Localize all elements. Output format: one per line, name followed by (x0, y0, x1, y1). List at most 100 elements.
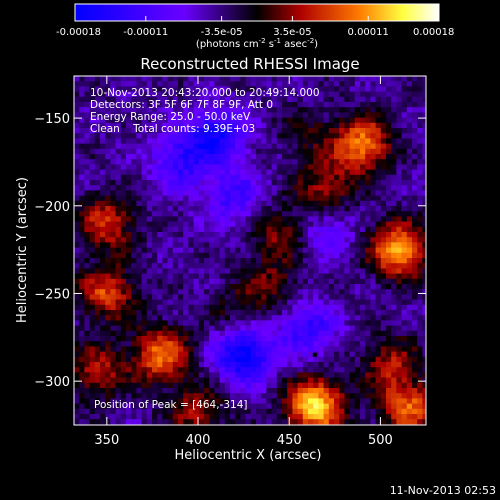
heatmap-cell (302, 258, 309, 264)
heatmap-cell (89, 112, 96, 118)
heatmap-cell (287, 299, 293, 306)
heatmap-cell (79, 330, 85, 337)
heatmap-cell (334, 86, 340, 92)
heatmap-cell (354, 76, 361, 82)
heatmap-cell (115, 76, 122, 82)
heatmap-cell (126, 414, 132, 420)
heatmap-cell (110, 226, 116, 233)
heatmap-cell (250, 388, 257, 394)
heatmap-cell (120, 102, 127, 108)
heatmap-cell (219, 169, 226, 176)
heatmap-cell (84, 419, 90, 425)
heatmap-cell (266, 232, 272, 238)
heatmap-cell (297, 252, 304, 259)
heatmap-cell (167, 81, 174, 87)
heatmap-cell (136, 91, 142, 98)
heatmap-cell (422, 382, 426, 389)
heatmap-cell (313, 190, 319, 196)
heatmap-cell (131, 388, 137, 394)
heatmap-cell (110, 273, 116, 280)
y-axis-ticks: −150−200−250−300 (34, 112, 426, 390)
heatmap-cell (157, 128, 163, 134)
heatmap-cell (209, 133, 215, 139)
heatmap-cell (401, 356, 408, 363)
heatmap-cell (302, 174, 309, 181)
heatmap-cell (131, 112, 137, 118)
heatmap-cell (323, 226, 330, 233)
heatmap-cell (100, 278, 106, 285)
heatmap-cell (271, 242, 278, 248)
heatmap-cell (204, 362, 210, 368)
heatmap-cell (334, 148, 340, 155)
heatmap-cell (230, 195, 236, 202)
heatmap-cell (365, 185, 371, 191)
heatmap-cell (172, 372, 179, 378)
heatmap-cell (287, 216, 293, 222)
heatmap-cell (240, 393, 246, 399)
heatmap-cell (105, 419, 111, 425)
heatmap-cell (224, 180, 231, 186)
heatmap-cell (240, 107, 246, 113)
heatmap-cell (110, 294, 116, 300)
heatmap-cell (79, 408, 85, 415)
heatmap-cell (417, 86, 423, 92)
heatmap-cell (224, 403, 231, 410)
heatmap-cell (417, 226, 423, 233)
heatmap-cell (365, 351, 371, 358)
heatmap-cell (105, 91, 111, 98)
heatmap-cell (282, 252, 288, 259)
heatmap-cell (391, 102, 397, 108)
heatmap-cell (74, 377, 80, 384)
heatmap-cell (391, 273, 397, 280)
heatmap-cell (219, 403, 226, 410)
heatmap-cell (178, 107, 184, 113)
heatmap-cell (162, 221, 168, 228)
heatmap-cell (256, 169, 262, 176)
heatmap-cell (287, 289, 293, 295)
heatmap-cell (386, 320, 392, 326)
heatmap-cell (74, 263, 80, 269)
heatmap-cell (417, 91, 423, 98)
heatmap-cell (209, 247, 215, 254)
heatmap-cell (230, 211, 236, 217)
heatmap-cell (235, 289, 241, 295)
heatmap-cell (396, 232, 402, 238)
heatmap-cell (240, 278, 246, 285)
heatmap-cell (297, 185, 304, 191)
heatmap-cell (282, 310, 288, 316)
heatmap-cell (110, 237, 116, 243)
heatmap-cell (188, 258, 194, 264)
heatmap-cell (198, 382, 205, 389)
heatmap-cell (131, 128, 137, 134)
heatmap-cell (349, 247, 356, 254)
heatmap-cell (115, 289, 122, 295)
heatmap-cell (89, 325, 96, 332)
heatmap-cell (323, 299, 330, 306)
heatmap-cell (344, 247, 350, 254)
heatmap-cell (354, 382, 361, 389)
heatmap-cell (136, 148, 142, 155)
heatmap-cell (391, 247, 397, 254)
heatmap-cell (240, 382, 246, 389)
heatmap-cell (417, 76, 423, 82)
heatmap-cell (131, 76, 137, 82)
heatmap-cell (287, 310, 293, 316)
heatmap-cell (131, 81, 137, 87)
heatmap-cell (349, 102, 356, 108)
heatmap-cell (406, 289, 413, 295)
heatmap-cell (100, 263, 106, 269)
heatmap-cell (391, 232, 397, 238)
heatmap-cell (183, 169, 189, 176)
heatmap-cell (209, 341, 215, 347)
heatmap-cell (375, 414, 382, 420)
heatmap-cell (94, 382, 101, 389)
heatmap-cell (323, 211, 330, 217)
heatmap-cell (365, 263, 371, 269)
heatmap-cell (152, 278, 158, 285)
heatmap-cell (406, 185, 413, 191)
heatmap-cell (406, 320, 413, 326)
heatmap-cell (204, 226, 210, 233)
heatmap-cell (100, 320, 106, 326)
heatmap-cell (417, 107, 423, 113)
heatmap-cell (256, 107, 262, 113)
